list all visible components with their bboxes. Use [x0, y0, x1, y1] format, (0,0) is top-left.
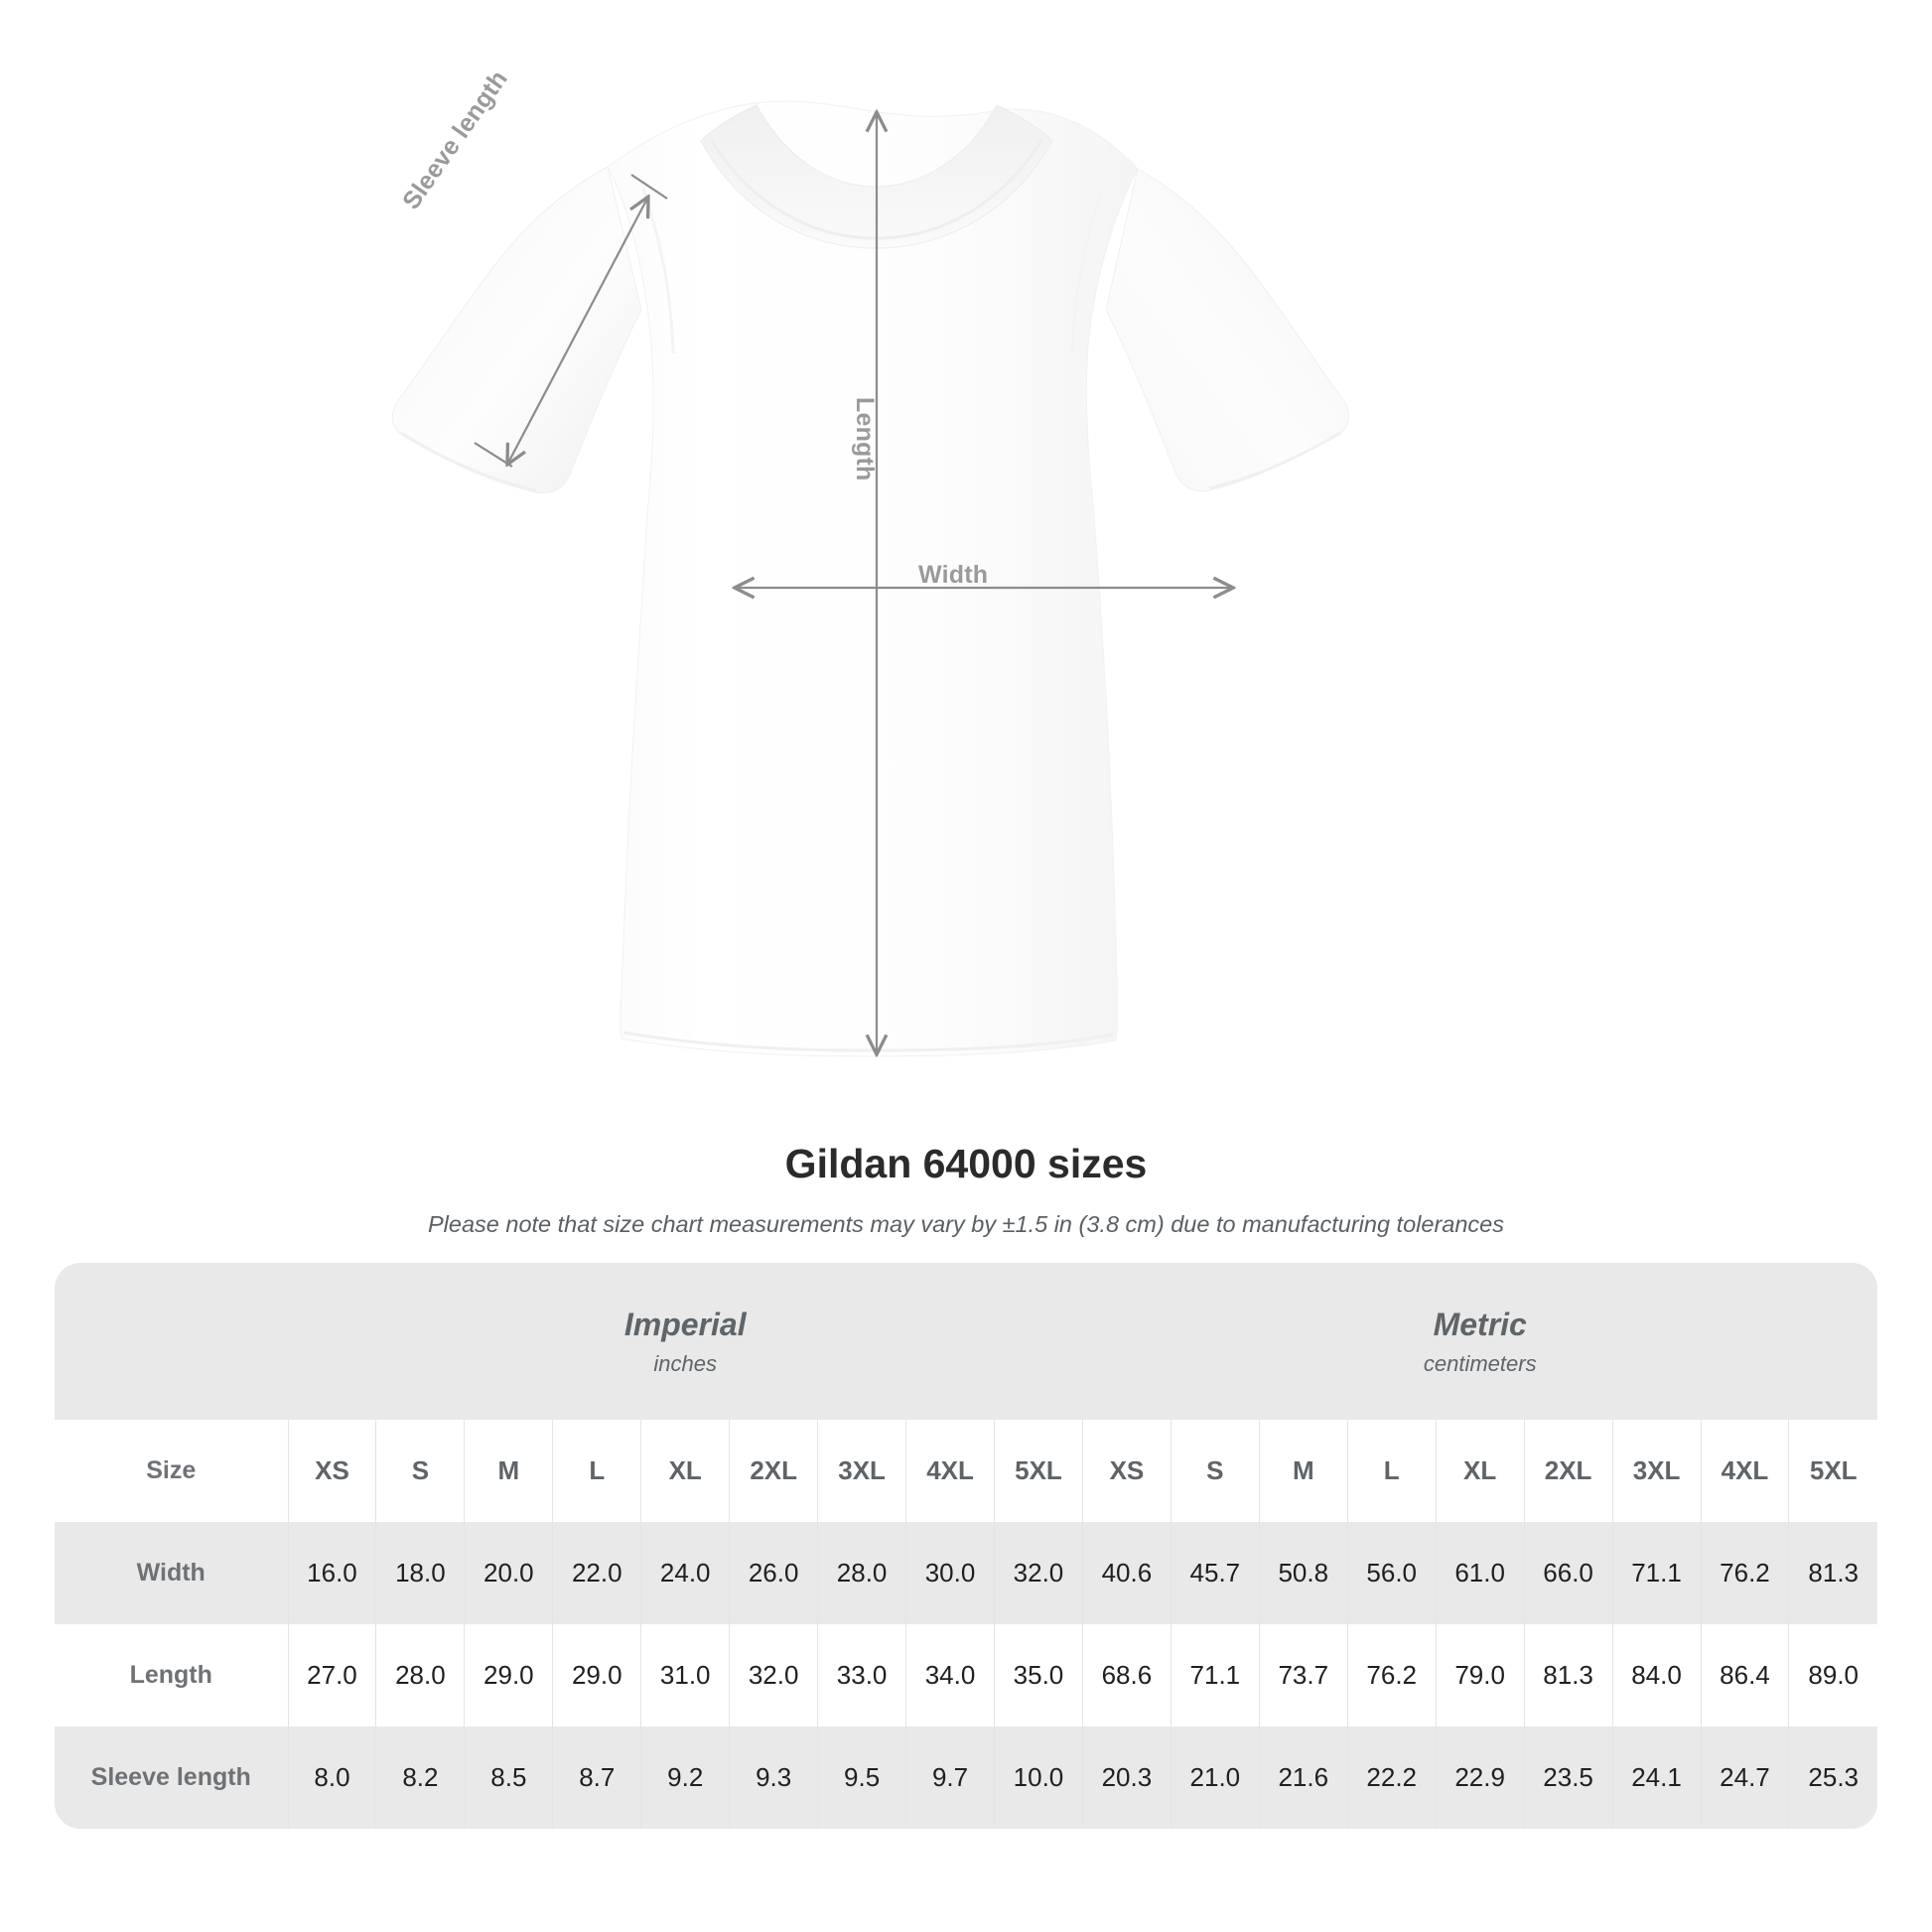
cell-sleeve-metric-xl: 22.9 — [1435, 1726, 1525, 1829]
cell-length-imperial-s: 28.0 — [375, 1624, 466, 1726]
cell-width-imperial-s: 18.0 — [375, 1522, 466, 1624]
table-row: Sleeve length 8.0 8.2 8.5 8.7 9.2 9.3 9.… — [55, 1726, 1877, 1829]
cell-length-imperial-m: 29.0 — [464, 1624, 554, 1726]
cell-width-metric-s: 45.7 — [1170, 1522, 1260, 1624]
cell-sleeve-imperial-2xl: 9.3 — [729, 1726, 819, 1829]
cell-length-metric-xs: 68.6 — [1081, 1624, 1172, 1726]
size-col-metric-4xl: 4XL — [1700, 1420, 1790, 1522]
unit-group-imperial-name: Imperial — [623, 1306, 747, 1342]
cell-length-imperial-2xl: 32.0 — [729, 1624, 819, 1726]
cell-width-metric-xl: 61.0 — [1435, 1522, 1525, 1624]
unit-group-blank-cell — [55, 1263, 288, 1420]
cell-sleeve-metric-4xl: 24.7 — [1700, 1726, 1790, 1829]
size-col-imperial-3xl: 3XL — [817, 1420, 907, 1522]
size-col-imperial-4xl: 4XL — [905, 1420, 995, 1522]
cell-length-metric-s: 71.1 — [1170, 1624, 1260, 1726]
cell-sleeve-imperial-s: 8.2 — [375, 1726, 466, 1829]
tshirt-illustration — [391, 100, 1350, 1057]
cell-sleeve-metric-s: 21.0 — [1170, 1726, 1260, 1829]
unit-group-imperial-sub: inches — [653, 1350, 718, 1376]
cell-length-imperial-xs: 27.0 — [287, 1624, 377, 1726]
cell-sleeve-imperial-l: 8.7 — [552, 1726, 642, 1829]
length-label: Length — [851, 397, 879, 482]
cell-length-metric-xl: 79.0 — [1435, 1624, 1525, 1726]
cell-sleeve-imperial-5xl: 10.0 — [994, 1726, 1083, 1829]
row-header-length: Length — [55, 1624, 289, 1726]
cell-sleeve-metric-m: 21.6 — [1258, 1726, 1348, 1829]
cell-length-metric-4xl: 86.4 — [1700, 1624, 1790, 1726]
cell-width-imperial-m: 20.0 — [464, 1522, 554, 1624]
chart-title-block: Gildan 64000 sizes Please note that size… — [0, 1140, 1932, 1238]
size-chart-table-container: Imperial inches Metric centimeters Size … — [55, 1263, 1877, 1829]
size-col-metric-s: S — [1170, 1420, 1260, 1522]
size-col-metric-m: M — [1258, 1420, 1348, 1522]
page-title: Gildan 64000 sizes — [784, 1141, 1148, 1186]
cell-length-imperial-xl: 31.0 — [640, 1624, 731, 1726]
cell-width-metric-5xl: 81.3 — [1788, 1522, 1877, 1624]
cell-width-imperial-2xl: 26.0 — [729, 1522, 819, 1624]
cell-sleeve-imperial-xl: 9.2 — [640, 1726, 731, 1829]
size-col-imperial-xl: XL — [640, 1420, 731, 1522]
cell-sleeve-metric-xs: 20.3 — [1081, 1726, 1172, 1829]
cell-length-metric-m: 73.7 — [1258, 1624, 1348, 1726]
width-label: Width — [918, 561, 989, 589]
cell-sleeve-imperial-4xl: 9.7 — [905, 1726, 995, 1829]
cell-length-imperial-3xl: 33.0 — [817, 1624, 907, 1726]
cell-sleeve-imperial-m: 8.5 — [464, 1726, 554, 1829]
size-row-header: Size — [55, 1420, 289, 1522]
cell-width-imperial-4xl: 30.0 — [905, 1522, 995, 1624]
size-chart-table: Imperial inches Metric centimeters Size … — [55, 1263, 1877, 1829]
size-col-metric-xs: XS — [1081, 1420, 1172, 1522]
cell-sleeve-imperial-xs: 8.0 — [287, 1726, 377, 1829]
cell-width-imperial-3xl: 28.0 — [817, 1522, 907, 1624]
row-header-width: Width — [55, 1522, 289, 1624]
unit-group-metric-sub: centimeters — [1423, 1350, 1537, 1376]
size-col-metric-5xl: 5XL — [1788, 1420, 1877, 1522]
tshirt-measurement-diagram: Sleeve length Length Width — [391, 66, 1350, 1057]
unit-group-imperial: Imperial inches — [288, 1263, 1083, 1420]
cell-length-metric-l: 76.2 — [1346, 1624, 1437, 1726]
cell-width-metric-l: 56.0 — [1346, 1522, 1437, 1624]
table-row: Length 27.0 28.0 29.0 29.0 31.0 32.0 33.… — [55, 1624, 1877, 1726]
cell-width-metric-xs: 40.6 — [1081, 1522, 1172, 1624]
unit-group-metric: Metric centimeters — [1082, 1263, 1877, 1420]
size-col-imperial-2xl: 2XL — [729, 1420, 819, 1522]
sleeve-length-dimension-arrow — [474, 174, 668, 467]
size-col-metric-3xl: 3XL — [1611, 1420, 1702, 1522]
cell-sleeve-metric-3xl: 24.1 — [1611, 1726, 1702, 1829]
row-header-sleeve-length: Sleeve length — [55, 1726, 289, 1829]
cell-sleeve-metric-5xl: 25.3 — [1788, 1726, 1877, 1829]
size-col-imperial-l: L — [552, 1420, 642, 1522]
table-row: Width 16.0 18.0 20.0 22.0 24.0 26.0 28.0… — [55, 1522, 1877, 1624]
cell-length-metric-3xl: 84.0 — [1611, 1624, 1702, 1726]
cell-width-imperial-xs: 16.0 — [287, 1522, 377, 1624]
cell-width-imperial-xl: 24.0 — [640, 1522, 731, 1624]
cell-length-imperial-4xl: 34.0 — [905, 1624, 995, 1726]
cell-length-metric-2xl: 81.3 — [1523, 1624, 1613, 1726]
size-col-imperial-m: M — [464, 1420, 554, 1522]
cell-width-imperial-5xl: 32.0 — [994, 1522, 1083, 1624]
size-col-imperial-xs: XS — [287, 1420, 377, 1522]
size-col-metric-2xl: 2XL — [1523, 1420, 1613, 1522]
size-header-row: Size XS S M L XL 2XL 3XL 4XL 5XL XS S M … — [55, 1420, 1877, 1522]
size-col-metric-l: L — [1346, 1420, 1437, 1522]
cell-sleeve-metric-2xl: 23.5 — [1523, 1726, 1613, 1829]
cell-length-metric-5xl: 89.0 — [1788, 1624, 1877, 1726]
size-col-imperial-5xl: 5XL — [994, 1420, 1083, 1522]
size-col-imperial-s: S — [375, 1420, 466, 1522]
unit-group-header-row: Imperial inches Metric centimeters — [55, 1263, 1877, 1420]
cell-sleeve-imperial-3xl: 9.5 — [817, 1726, 907, 1829]
tolerance-note: Please note that size chart measurements… — [428, 1211, 1504, 1238]
cell-width-metric-m: 50.8 — [1258, 1522, 1348, 1624]
shirt-body-shape — [391, 100, 1350, 1057]
size-col-metric-xl: XL — [1435, 1420, 1525, 1522]
cell-sleeve-metric-l: 22.2 — [1346, 1726, 1437, 1829]
cell-width-metric-3xl: 71.1 — [1611, 1522, 1702, 1624]
cell-length-imperial-5xl: 35.0 — [994, 1624, 1083, 1726]
cell-width-metric-2xl: 66.0 — [1523, 1522, 1613, 1624]
cell-width-imperial-l: 22.0 — [552, 1522, 642, 1624]
unit-group-metric-name: Metric — [1433, 1306, 1527, 1342]
cell-width-metric-4xl: 76.2 — [1700, 1522, 1790, 1624]
cell-length-imperial-l: 29.0 — [552, 1624, 642, 1726]
